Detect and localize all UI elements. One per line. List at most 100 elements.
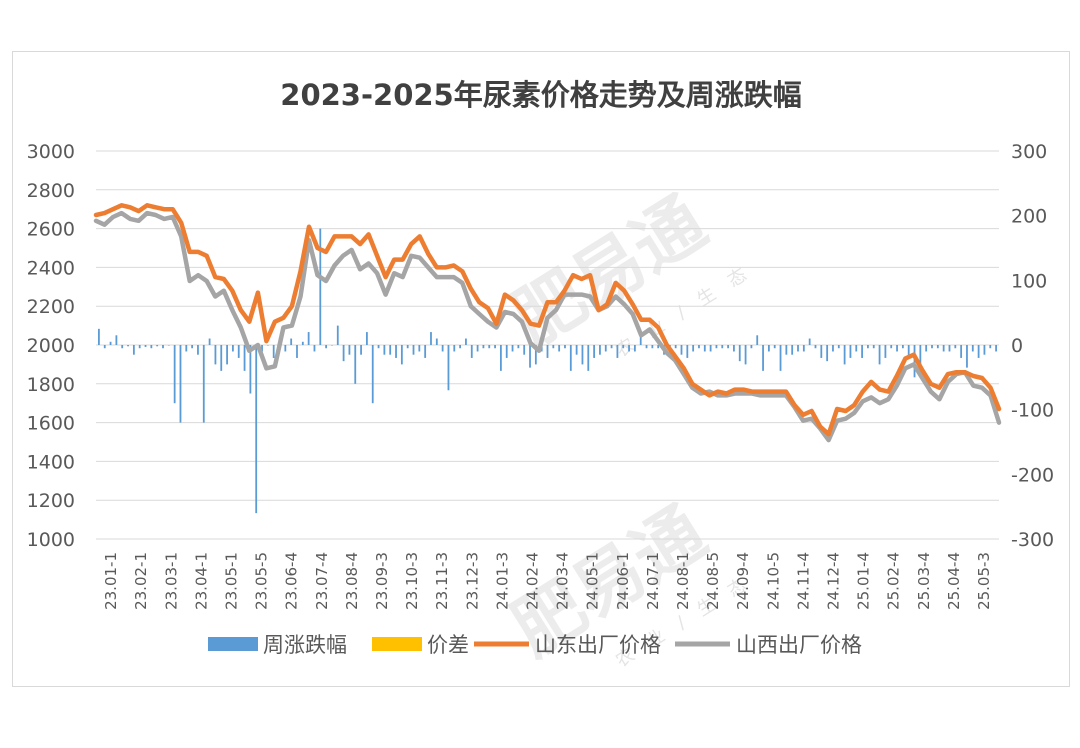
- bar: [954, 345, 957, 349]
- bar: [604, 345, 607, 352]
- bar: [727, 345, 729, 349]
- bar: [441, 345, 444, 352]
- left-axis: 1000 1200 1400 1600 1800 2000 2200 2400 2600 2800…: [27, 141, 75, 551]
- bar: [529, 345, 531, 368]
- right-tick-label: 100: [1011, 270, 1047, 292]
- bar: [808, 338, 811, 345]
- right-tick-label: -200: [1011, 464, 1054, 486]
- bar: [692, 345, 695, 352]
- bar: [989, 345, 992, 349]
- bars-weekly-change: [98, 228, 997, 514]
- bar: [966, 345, 968, 368]
- bar: [325, 345, 328, 349]
- bar: [785, 345, 788, 355]
- bar: [220, 345, 223, 371]
- bar: [633, 345, 636, 352]
- bar: [511, 345, 514, 352]
- bar: [936, 345, 939, 349]
- bar: [208, 338, 211, 345]
- bar: [261, 345, 263, 352]
- bar: [237, 345, 240, 358]
- bar: [301, 341, 304, 345]
- x-tick-label: 25.04-4: [945, 552, 963, 610]
- x-tick-label: 23.05-5: [253, 552, 271, 610]
- legend: 周涨跌幅 价差 山东出厂价格 山西出厂价格: [208, 633, 862, 657]
- left-tick-label: 2000: [27, 335, 75, 357]
- bar: [412, 345, 415, 355]
- bar: [243, 345, 246, 371]
- x-axis: 23.01-1 23.02-1 23.03-1 23.04-1 23.05-1 23.05…: [102, 552, 993, 610]
- bar: [389, 345, 392, 355]
- bar: [593, 345, 596, 358]
- bar: [983, 345, 986, 355]
- bar: [791, 345, 794, 355]
- bar: [773, 345, 776, 349]
- bar: [272, 345, 275, 358]
- bar: [599, 345, 601, 355]
- x-tick-label: 23.10-3: [403, 552, 421, 610]
- x-tick-label: 25.03-4: [915, 552, 933, 610]
- bar: [616, 345, 619, 358]
- bar: [931, 345, 933, 349]
- bar: [226, 345, 228, 365]
- x-tick-label: 24.07-1: [644, 552, 662, 610]
- x-tick-label: 25.02-4: [885, 552, 903, 610]
- x-tick-label: 23.02-1: [132, 552, 150, 610]
- bar: [109, 341, 112, 345]
- bar: [348, 345, 351, 355]
- left-tick-label: 2400: [27, 257, 75, 279]
- bar: [232, 345, 234, 352]
- x-tick-label: 24.08-1: [674, 552, 692, 610]
- bar: [814, 345, 817, 349]
- right-axis: -300 -200 -100 0 100 200 300: [1011, 141, 1054, 551]
- left-tick-label: 1400: [27, 451, 75, 473]
- bar: [453, 345, 456, 352]
- bar: [430, 332, 432, 345]
- bar: [733, 345, 735, 352]
- x-tick-label: 23.09-3: [373, 552, 391, 610]
- x-tick-label: 24.10-5: [764, 552, 782, 610]
- bar: [960, 345, 963, 358]
- price-lines: [93, 203, 1002, 443]
- bar: [406, 345, 409, 349]
- bar: [534, 345, 537, 365]
- bar: [639, 332, 642, 345]
- bar: [855, 345, 858, 352]
- bar: [890, 345, 893, 349]
- bar: [465, 338, 467, 345]
- bar: [488, 345, 491, 349]
- bar: [523, 345, 526, 355]
- x-tick-label: 24.05-1: [584, 552, 602, 610]
- chart-title: 2023-2025年尿素价格走势及周涨跌幅: [280, 78, 801, 112]
- x-tick-label: 25.05-3: [975, 552, 993, 610]
- bar: [266, 345, 269, 346]
- bar: [913, 345, 916, 378]
- bar: [971, 345, 974, 352]
- left-tick-label: 3000: [27, 141, 75, 163]
- bar: [756, 335, 759, 345]
- x-tick-label: 23.07-4: [313, 552, 331, 610]
- bar: [284, 345, 287, 352]
- bar: [459, 345, 462, 349]
- bar: [628, 345, 630, 352]
- bar: [447, 345, 450, 391]
- x-tick-label: 24.06-1: [614, 552, 632, 610]
- bar: [424, 345, 427, 358]
- bar: [395, 345, 397, 358]
- bar: [942, 345, 945, 352]
- bar: [173, 345, 176, 404]
- bar: [517, 345, 520, 349]
- bar: [872, 345, 875, 349]
- bar: [307, 332, 310, 345]
- bar: [581, 345, 584, 365]
- bar: [552, 345, 555, 349]
- bar: [802, 345, 805, 352]
- x-tick-label: 24.08-5: [704, 552, 722, 610]
- bar: [896, 345, 898, 352]
- chart-frame: 肥易通 农 业 / 生 态 肥易通 农 业 / 生 态 2023-2025年尿素…: [12, 51, 1070, 687]
- bar: [255, 345, 258, 514]
- bar: [709, 345, 712, 352]
- right-tick-label: 200: [1011, 206, 1047, 228]
- bar: [587, 345, 590, 371]
- bar: [132, 345, 135, 355]
